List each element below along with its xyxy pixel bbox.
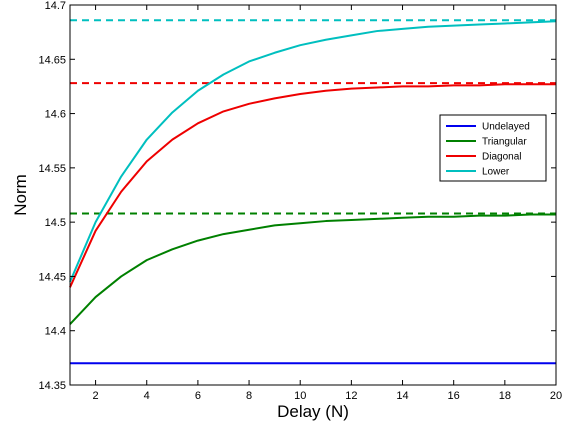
- x-tick-label: 18: [499, 390, 511, 402]
- legend-label-triangular: Triangular: [482, 137, 527, 148]
- y-tick-label: 14.7: [45, 0, 66, 12]
- y-axis-label: Norm: [11, 174, 30, 216]
- x-tick-label: 4: [144, 390, 150, 402]
- legend-label-diagonal: Diagonal: [482, 152, 521, 163]
- legend-label-lower: Lower: [482, 167, 510, 178]
- y-tick-label: 14.35: [38, 380, 66, 392]
- y-tick-label: 14.4: [45, 326, 66, 338]
- y-tick-label: 14.5: [45, 217, 66, 229]
- x-tick-label: 10: [294, 390, 306, 402]
- y-tick-label: 14.55: [38, 163, 66, 175]
- legend-label-undelayed: Undelayed: [482, 122, 530, 133]
- series-line-diagonal: [69, 83, 556, 288]
- series-line-triangular: [69, 213, 556, 325]
- plot-area: [70, 5, 556, 385]
- series-line-lower: [69, 20, 557, 283]
- x-tick-label: 12: [345, 390, 357, 402]
- x-axis-label: Delay (N): [277, 402, 349, 421]
- x-tick-label: 14: [396, 390, 408, 402]
- plot-frame: [69, 4, 557, 386]
- x-tick-label: 16: [448, 390, 460, 402]
- legend: Undelayed Triangular Diagonal Lower: [439, 114, 547, 182]
- y-tick-label: 14.45: [38, 271, 66, 283]
- reference-lines: [70, 19, 556, 215]
- x-tick-label: 2: [93, 390, 99, 402]
- x-tick-label: 8: [246, 390, 252, 402]
- y-axis-ticks: 14.35 14.4 14.45 14.5 14.55 14.6 14.65 14.7: [38, 0, 556, 392]
- series-lines: [69, 20, 557, 365]
- x-tick-label: 20: [550, 390, 562, 402]
- x-tick-label: 6: [195, 390, 201, 402]
- y-tick-label: 14.6: [45, 109, 66, 121]
- y-tick-label: 14.65: [38, 54, 66, 66]
- x-axis-ticks: 2 4 6 8 10 12 14 16 18 20: [93, 5, 562, 402]
